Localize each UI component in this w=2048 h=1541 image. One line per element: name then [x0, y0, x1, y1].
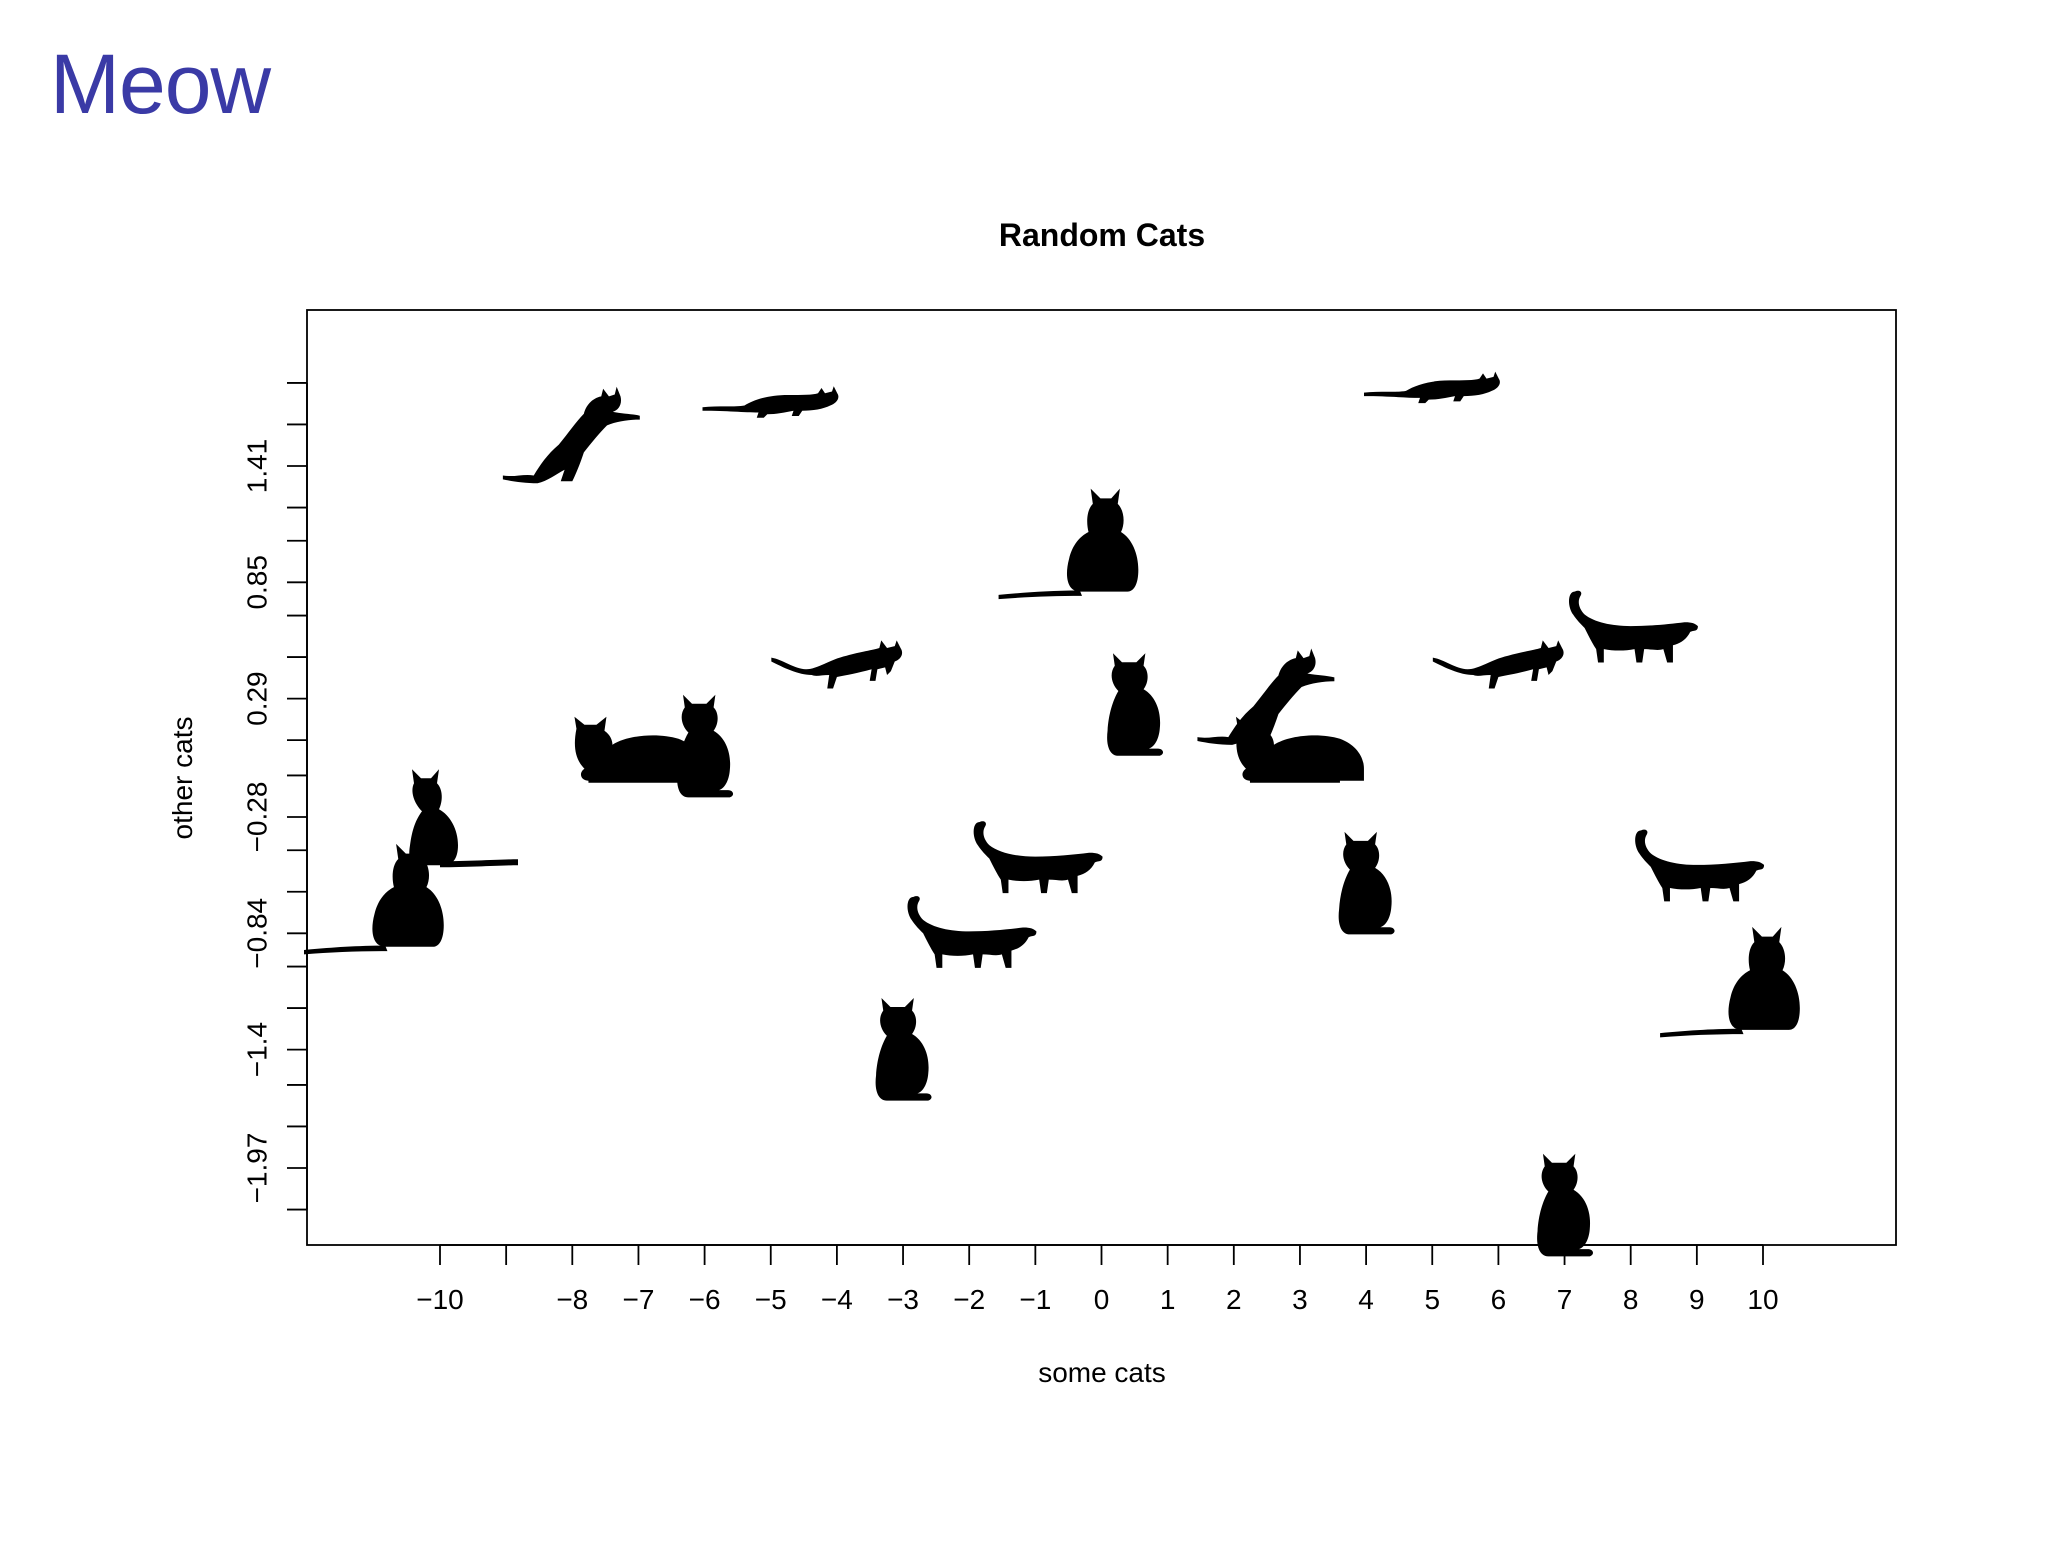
data-points — [304, 371, 1800, 1257]
cat-marker-icon — [1568, 590, 1698, 663]
y-axis: −1.97 −1.4 −0.84 −0.28 0.29 0.85 1.41 — [241, 382, 308, 1211]
x-tick-label: −2 — [953, 1284, 985, 1315]
cat-marker-icon — [1107, 653, 1164, 756]
cat-marker-icon — [677, 694, 734, 798]
cat-marker-icon — [702, 386, 839, 418]
x-tick-label: −7 — [622, 1284, 654, 1315]
cat-marker-icon — [973, 821, 1103, 894]
cat-marker-icon — [998, 488, 1139, 600]
x-tick-label: 1 — [1160, 1284, 1176, 1315]
cat-marker-icon — [1635, 829, 1765, 902]
y-tick-label: 0.85 — [241, 555, 272, 610]
y-tick-label: −1.4 — [241, 1022, 272, 1077]
y-axis-label: other cats — [167, 717, 198, 840]
x-tick-label: −10 — [416, 1284, 464, 1315]
y-tick-label: 1.41 — [241, 439, 272, 494]
x-tick-label: 4 — [1358, 1284, 1374, 1315]
slide-title: Meow — [50, 37, 271, 131]
cat-marker-icon — [1537, 1153, 1594, 1257]
y-tick-label: 0.29 — [241, 671, 272, 726]
cat-marker-icon — [1338, 831, 1395, 935]
cat-marker-icon — [502, 386, 640, 484]
x-tick-label: −3 — [887, 1284, 919, 1315]
plot-area-frame — [306, 309, 1897, 1246]
cat-marker-icon — [907, 896, 1037, 968]
cat-marker-icon — [1364, 371, 1500, 404]
x-tick-label: 5 — [1424, 1284, 1440, 1315]
x-tick-label: −6 — [689, 1284, 721, 1315]
x-tick-label: 0 — [1094, 1284, 1110, 1315]
cat-marker-icon — [409, 769, 518, 868]
x-tick-label: −4 — [821, 1284, 853, 1315]
x-axis: −10 −8 −7 −6 −5 −4 −3 −2 −1 0 1 2 3 4 5 6 7 8 9 10 — [416, 1244, 1779, 1315]
cat-marker-icon — [1235, 716, 1364, 783]
x-tick-label: 10 — [1747, 1284, 1778, 1315]
x-tick-label: −8 — [556, 1284, 588, 1315]
cat-marker-icon — [1660, 926, 1800, 1038]
x-tick-label: 3 — [1292, 1284, 1308, 1315]
cat-marker-icon — [771, 640, 903, 689]
x-tick-label: −1 — [1019, 1284, 1051, 1315]
chart-title: Random Cats — [999, 217, 1205, 253]
x-tick-label: −5 — [755, 1284, 787, 1315]
cat-marker-icon — [1432, 640, 1564, 689]
cat-marker-icon — [304, 843, 444, 955]
cat-marker-icon — [875, 997, 932, 1101]
x-tick-label: 2 — [1226, 1284, 1242, 1315]
y-tick-label: −1.97 — [241, 1133, 272, 1204]
y-tick-label: −0.28 — [241, 782, 272, 853]
x-axis-label: some cats — [1038, 1357, 1166, 1388]
x-tick-label: 9 — [1689, 1284, 1705, 1315]
y-tick-label: −0.84 — [241, 898, 272, 969]
x-tick-label: 8 — [1623, 1284, 1639, 1315]
x-tick-label: 6 — [1491, 1284, 1507, 1315]
x-tick-label: 7 — [1557, 1284, 1573, 1315]
